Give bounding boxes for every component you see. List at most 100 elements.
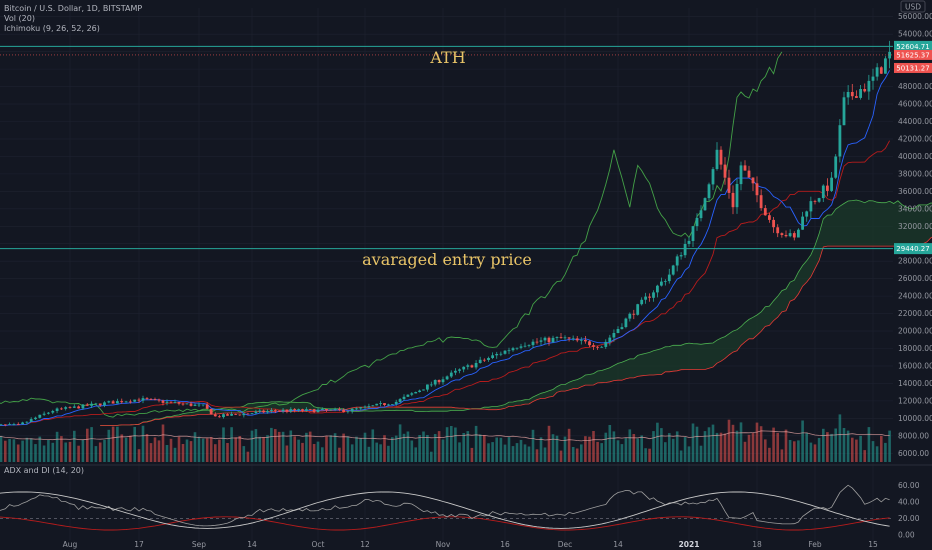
leading-span-b (100, 236, 932, 426)
adx-tick-label: 20.00 (898, 514, 920, 523)
candle-body (449, 372, 453, 377)
candle-body (821, 185, 825, 199)
volume-bar (555, 435, 559, 462)
candle-body (238, 414, 242, 416)
candle-body (855, 96, 858, 98)
currency-badge[interactable]: USD (905, 3, 921, 12)
price-tick-label: 36000.00 (898, 187, 932, 196)
volume-bar (312, 444, 316, 462)
candle-body (743, 165, 747, 171)
volume-bar (495, 437, 498, 462)
price-tick-label: 48000.00 (898, 82, 932, 91)
volume-bar (535, 449, 539, 462)
level-price-label: 29440.27 (896, 245, 929, 253)
volume-bar (234, 437, 237, 462)
volume-bar (149, 443, 153, 462)
candle-body (266, 411, 269, 413)
volume-bar (809, 442, 813, 462)
volume-bar (523, 444, 527, 462)
candle-body (371, 405, 375, 407)
candle-body (383, 403, 386, 405)
volume-bar (398, 424, 402, 462)
volume-bar (8, 438, 11, 462)
volume-bar (329, 435, 333, 462)
volume-bar (571, 447, 575, 462)
volume-bar (418, 435, 421, 462)
candle-body (149, 399, 153, 400)
volume-bar (285, 445, 289, 462)
volume-bar (120, 434, 124, 462)
volume-bar (222, 427, 225, 462)
adx-indicator-label[interactable]: ADX and DI (14, 20) (4, 466, 84, 475)
candle-body (462, 366, 466, 370)
volume-bar (450, 426, 453, 462)
candle-body (437, 380, 441, 383)
price-tick-label: 46000.00 (898, 100, 932, 109)
candle-body (153, 399, 157, 400)
candle-body (270, 410, 273, 411)
volume-bar (604, 432, 608, 462)
volume-bar (133, 426, 136, 462)
adx-tick-label: 60.00 (898, 481, 920, 490)
time-tick-label: 12 (360, 540, 370, 549)
ichimoku-indicator-label[interactable]: Ichimoku (9, 26, 52, 26) (4, 24, 100, 33)
candle-body (884, 58, 887, 74)
volume-bar (483, 435, 486, 462)
volume-indicator-label[interactable]: Vol (20) (4, 14, 35, 23)
candle-body (189, 403, 193, 406)
volume-bar (430, 451, 433, 462)
volume-bar (81, 439, 85, 462)
di-plus-line (0, 484, 890, 527)
candle-body (632, 313, 636, 315)
volume-bar (254, 429, 258, 462)
candle-body (8, 424, 11, 425)
currency-badge-frame[interactable] (900, 0, 926, 13)
volume-bar (333, 433, 337, 462)
volume-bar (305, 432, 308, 462)
volume-bar (379, 444, 382, 462)
volume-bar (539, 437, 543, 462)
candle-body (68, 407, 72, 408)
volume-bar (116, 426, 119, 462)
symbol-title[interactable]: Bitcoin / U.S. Dollar, 1D, BITSTAMP (4, 4, 142, 13)
volume-bar (491, 442, 494, 462)
candle-body (445, 376, 449, 380)
volume-bar (644, 448, 647, 462)
horizontal-levels: 52604.71 29440.27 51625.37 50131.27 (0, 40, 932, 255)
candle-body (85, 404, 89, 406)
candle-body (64, 407, 68, 409)
volume-bar (527, 446, 531, 462)
volume-bar (875, 446, 879, 462)
volume-bar (559, 450, 563, 462)
candle-body (751, 177, 755, 184)
volume-bar (764, 439, 767, 462)
candle-body (308, 409, 312, 410)
time-tick-label: 16 (500, 540, 510, 549)
candle-body (90, 403, 93, 406)
candle-body (281, 409, 285, 411)
candle-body (51, 411, 55, 413)
candle-body (543, 337, 547, 341)
volume-bar (580, 444, 583, 462)
volume-bar (788, 440, 792, 462)
volume-bar (293, 436, 296, 462)
volume-bar (387, 445, 390, 462)
volume-bar (503, 444, 507, 462)
candle-body (363, 406, 367, 408)
candle-body (768, 215, 771, 220)
last-price-label: 51625.37 (896, 51, 929, 59)
volume-bar (410, 440, 414, 462)
time-tick-label: 14 (247, 540, 257, 549)
candle-body (474, 363, 478, 368)
level-price-tag (894, 40, 932, 52)
candle-body (780, 233, 784, 235)
conversion-line (0, 70, 890, 426)
candle-body (137, 399, 141, 401)
volume-bar (258, 436, 262, 462)
candle-body (367, 406, 371, 407)
volume-bar (632, 434, 636, 462)
volume-bar (683, 437, 687, 462)
volume-bar (691, 423, 695, 462)
